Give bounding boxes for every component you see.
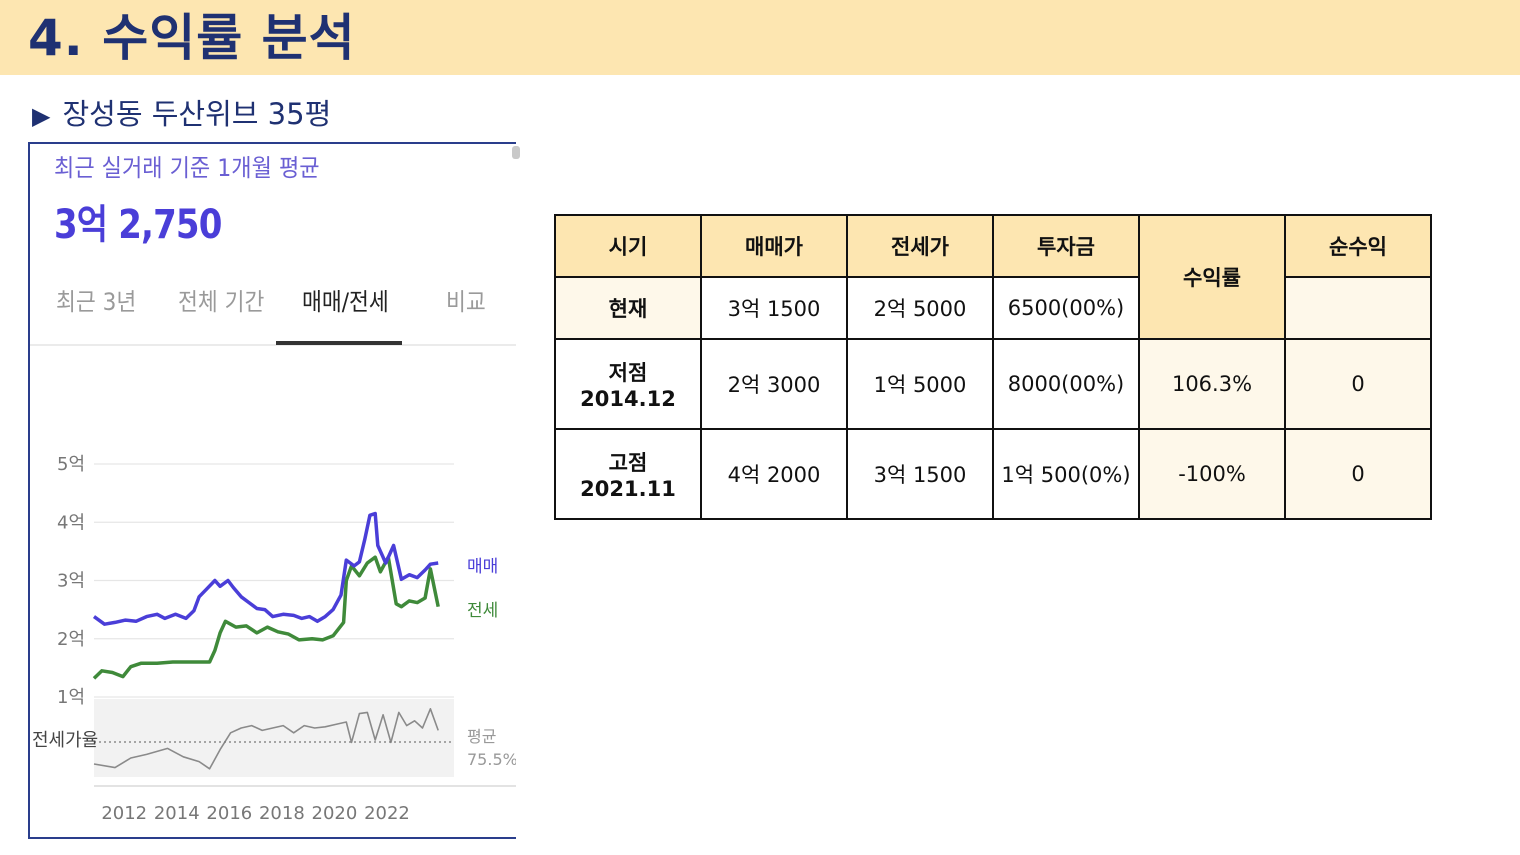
- legend-jeonse: 전세: [467, 601, 498, 621]
- cell-jeonse-price: 3억 1500: [846, 428, 994, 520]
- tab-compare[interactable]: 비교: [446, 288, 486, 316]
- x-tick-label: 2012: [101, 803, 147, 824]
- header-net-profit: 순수익: [1284, 214, 1432, 278]
- tab-all-period[interactable]: 전체 기간: [178, 288, 265, 316]
- legend-sale: 매매: [467, 557, 498, 577]
- tab-divider: [30, 344, 516, 346]
- average-price: 3억 2,750: [54, 202, 222, 248]
- cell-jeonse-price: 2억 5000: [846, 276, 994, 340]
- period-date: 2014.12: [580, 387, 676, 411]
- ratio-avg-label: 평균: [467, 727, 496, 746]
- period-name: 저점: [608, 361, 648, 385]
- price-chart-panel: 최근 실거래 기준 1개월 평균 3억 2,750 최근 3년 전체 기간 매매…: [28, 142, 516, 839]
- ratio-label: 전세가율: [32, 730, 98, 751]
- y-tick-label: 1억: [57, 687, 85, 708]
- period-name: 고점: [608, 451, 648, 475]
- x-tick-label: 2014: [154, 803, 200, 824]
- tab-recent-3y[interactable]: 최근 3년: [56, 288, 137, 316]
- active-tab-indicator: [276, 341, 402, 345]
- period-date: 2021.11: [580, 477, 676, 501]
- cell-period: 현재: [554, 276, 702, 340]
- scrollbar-thumb[interactable]: [512, 146, 520, 159]
- series-line-jeonse: [92, 555, 440, 680]
- y-tick-label: 2억: [57, 629, 85, 650]
- cell-net-profit: 0: [1284, 428, 1432, 520]
- cell-investment: 1억 500(0%): [992, 428, 1140, 520]
- x-tick-label: 2020: [312, 803, 358, 824]
- play-triangle-icon: ▶: [32, 102, 51, 130]
- y-tick-label: 5억: [57, 454, 85, 475]
- header-period: 시기: [554, 214, 702, 278]
- series-line-sale: [92, 511, 439, 626]
- y-tick-label: 3억: [57, 571, 85, 592]
- cell-sale-price: 4억 2000: [700, 428, 848, 520]
- cell-investment: 8000(00%): [992, 338, 1140, 430]
- series-line-jeonse-ratio: [93, 708, 439, 770]
- price-caption: 최근 실거래 기준 1개월 평균: [54, 154, 320, 182]
- cell-return-rate: 106.3%: [1138, 338, 1286, 430]
- cell-investment: 6500(00%): [992, 276, 1140, 340]
- tab-sale-jeonse[interactable]: 매매/전세: [302, 288, 389, 316]
- slide-subtitle: ▶ 장성동 두산위브 35평: [32, 94, 331, 136]
- cell-jeonse-price: 1억 5000: [846, 338, 994, 430]
- ratio-band-background: [94, 699, 454, 777]
- cell-sale-price: 2억 3000: [700, 338, 848, 430]
- cell-period: 고점 2021.11: [554, 428, 702, 520]
- x-tick-label: 2022: [364, 803, 410, 824]
- price-line-chart: 5억 4억 3억 2억 1억 2012 2014 2016 2018 2020 2022 매매 전…: [32, 454, 516, 824]
- subtitle-text: 장성동 두산위브 35평: [62, 97, 332, 131]
- cell-net-profit: 0: [1284, 338, 1432, 430]
- x-tick-label: 2016: [206, 803, 252, 824]
- return-analysis-table: 시기 매매가 전세가 투자금 수익률 순수익 현재 3억 1500 2억 500…: [554, 214, 1432, 520]
- header-investment: 투자금: [992, 214, 1140, 278]
- ratio-avg-value: 75.5%: [467, 750, 516, 769]
- header-sale-price: 매매가: [700, 214, 848, 278]
- y-tick-label: 4억: [57, 512, 85, 533]
- header-jeonse-price: 전세가: [846, 214, 994, 278]
- cell-return-rate: -100%: [1138, 428, 1286, 520]
- cell-sale-price: 3억 1500: [700, 276, 848, 340]
- cell-net-profit: [1284, 276, 1432, 340]
- header-return-rate: 수익률: [1138, 214, 1286, 340]
- title-banner: [0, 0, 1520, 75]
- cell-period: 저점 2014.12: [554, 338, 702, 430]
- slide-title: 4. 수익률 분석: [28, 9, 356, 67]
- x-tick-label: 2018: [259, 803, 305, 824]
